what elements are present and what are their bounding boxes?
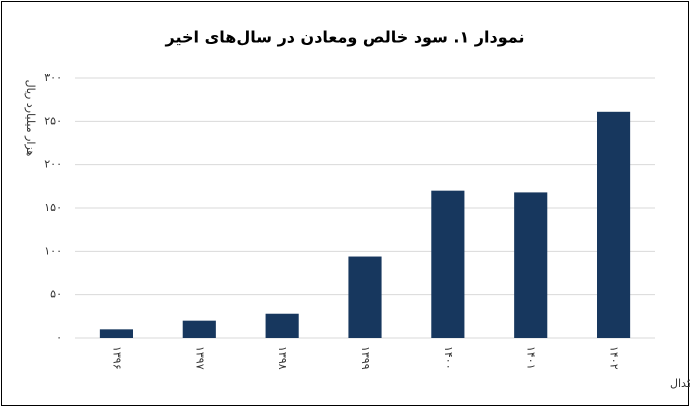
y-tick-label: ۱۰۰ bbox=[44, 244, 62, 257]
x-tick-label: ۱۳۹۷ bbox=[193, 346, 206, 370]
bar bbox=[348, 256, 382, 338]
bar bbox=[431, 190, 465, 338]
bar bbox=[597, 111, 631, 338]
y-tick-label: ۰ bbox=[56, 331, 62, 344]
bar bbox=[182, 320, 216, 338]
x-tick-label: ۱۳۹۶ bbox=[110, 346, 123, 370]
bar bbox=[99, 329, 133, 338]
x-tick-label: ۱۳۹۸ bbox=[276, 346, 289, 370]
y-tick-label: ۱۵۰ bbox=[44, 201, 62, 214]
x-tick-label: ۱۴۰۰ bbox=[442, 346, 455, 370]
x-tick-label: ۱۳۹۹ bbox=[359, 346, 372, 370]
x-tick-label: ۱۴۰۲ bbox=[608, 346, 621, 370]
y-tick-label: ۵۰ bbox=[50, 288, 62, 301]
y-tick-label: ۲۰۰ bbox=[44, 158, 62, 171]
y-axis-title: هزار میلیارد ریال bbox=[24, 80, 37, 157]
source-note: منبع: کدال bbox=[670, 377, 690, 390]
x-tick-label: ۱۴۰۱ bbox=[525, 346, 538, 370]
bar bbox=[514, 192, 548, 338]
bar bbox=[265, 313, 299, 338]
y-tick-label: ۳۰۰ bbox=[44, 71, 62, 84]
y-tick-label: ۲۵۰ bbox=[44, 114, 62, 127]
chart-title: نمودار ۱. سود خالص ومعادن در سال‌های اخی… bbox=[165, 28, 525, 47]
